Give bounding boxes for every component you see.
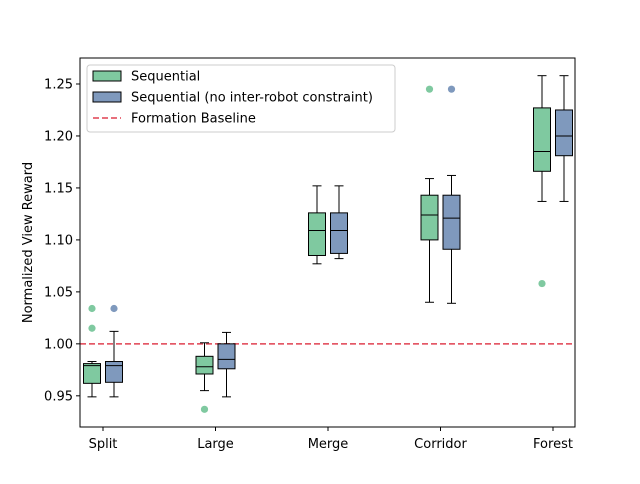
box-1-large xyxy=(217,331,236,398)
y-axis-label: Normalized View Reward xyxy=(21,162,36,323)
box-0-large xyxy=(195,342,214,413)
box-1-forest xyxy=(555,75,573,202)
x-tick-label: Merge xyxy=(308,437,349,452)
box-0-forest xyxy=(533,75,551,288)
x-tick-label: Large xyxy=(197,437,234,452)
box-body xyxy=(533,107,551,172)
box-body xyxy=(217,343,236,370)
legend-item-no-constraint: Sequential (no inter-robot constraint) xyxy=(92,91,373,106)
y-tick-label: 1.05 xyxy=(44,285,73,300)
box-body xyxy=(308,212,326,256)
legend-label: Formation Baseline xyxy=(131,112,256,127)
box-0-split xyxy=(83,304,101,398)
box-body xyxy=(330,212,348,254)
legend-item-sequential: Sequential xyxy=(92,70,200,85)
y-tick-label: 1.15 xyxy=(44,181,73,196)
legend-box xyxy=(86,64,396,133)
box-1-corridor xyxy=(442,85,461,304)
outlier-point xyxy=(88,304,96,313)
outlier-point xyxy=(447,85,456,93)
y-tick-label: 1.25 xyxy=(44,77,73,92)
legend-label: Sequential (no inter-robot constraint) xyxy=(131,91,373,106)
legend-label: Sequential xyxy=(131,70,200,85)
legend-item-baseline: Formation Baseline xyxy=(93,112,256,127)
box-body xyxy=(195,355,214,375)
y-tick-label: 1.20 xyxy=(44,129,73,144)
outlier-point xyxy=(88,324,96,332)
box-body xyxy=(83,363,101,384)
box-0-corridor xyxy=(420,85,439,303)
box-0-merge xyxy=(308,185,326,265)
outlier-point xyxy=(538,279,546,288)
y-tick-label: 1.00 xyxy=(44,337,73,352)
box-body xyxy=(442,194,461,250)
box-body xyxy=(420,194,439,241)
outlier-point xyxy=(425,85,434,93)
box-body xyxy=(105,361,123,383)
outlier-point xyxy=(200,405,209,413)
legend-swatch xyxy=(92,70,122,82)
box-1-split xyxy=(105,304,123,398)
legend-swatch xyxy=(92,91,122,103)
x-tick-label: Corridor xyxy=(414,437,467,452)
box-body xyxy=(555,109,573,157)
outlier-point xyxy=(110,304,118,313)
x-tick-label: Split xyxy=(89,437,118,452)
x-tick-label: Forest xyxy=(533,437,573,452)
y-tick-label: 1.10 xyxy=(44,233,73,248)
box-1-merge xyxy=(330,185,348,260)
y-tick-label: 0.95 xyxy=(44,389,73,404)
